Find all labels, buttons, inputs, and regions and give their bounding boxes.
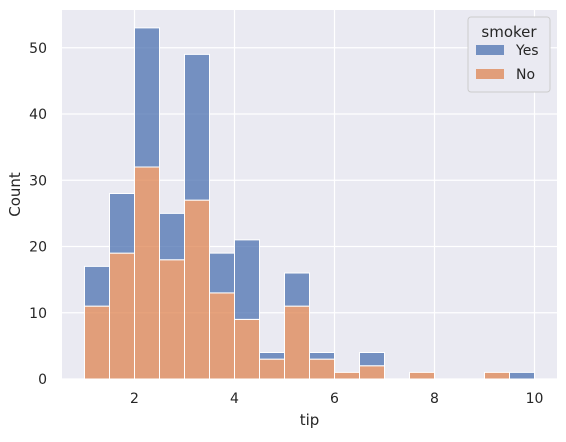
bar-no [159, 259, 185, 380]
bar-yes [134, 27, 160, 168]
bar-yes [509, 371, 535, 380]
bar-no [134, 166, 160, 380]
bar-yes [184, 53, 210, 201]
bar-yes [284, 272, 310, 307]
x-tick-label: 4 [230, 391, 239, 407]
legend-label-no: No [516, 67, 535, 83]
x-axis-label: tip [300, 411, 320, 429]
bar-no [334, 371, 360, 380]
bar-yes [309, 352, 335, 360]
y-axis-label: Count [6, 172, 24, 217]
bar-yes [159, 212, 185, 261]
bar-no [184, 199, 210, 380]
bar-no [309, 358, 335, 380]
bar-no [284, 305, 310, 380]
y-tick-label: 40 [29, 107, 47, 123]
y-tick-label: 10 [29, 306, 47, 322]
y-tick-label: 20 [29, 240, 47, 256]
x-tick-label: 6 [330, 391, 339, 407]
bar-no [259, 358, 285, 380]
bar-no [109, 252, 135, 380]
tick-labels: 2 4 6 8 10 0 10 20 30 40 50 [29, 41, 543, 407]
y-tick-label: 0 [38, 372, 47, 388]
legend-swatch-no [476, 69, 504, 79]
legend-title: smoker [481, 23, 537, 41]
bar-yes [234, 239, 260, 320]
x-tick-label: 10 [526, 391, 544, 407]
bar-yes [209, 252, 235, 294]
bar-no [484, 371, 510, 380]
bar-no [409, 371, 435, 380]
legend-label-yes: Yes [515, 43, 539, 59]
bar-no [84, 305, 110, 380]
bar-yes [84, 265, 110, 307]
bar-yes [259, 352, 285, 360]
y-tick-label: 30 [29, 173, 47, 189]
bar-yes [109, 193, 135, 254]
y-tick-label: 50 [29, 41, 47, 57]
bars [84, 27, 535, 380]
bar-no [209, 292, 235, 380]
legend-swatch-yes [476, 45, 504, 55]
legend: smoker Yes No [467, 16, 551, 93]
x-tick-label: 8 [430, 391, 439, 407]
bar-no [234, 318, 260, 380]
bar-yes [359, 352, 385, 367]
x-tick-label: 2 [130, 391, 139, 407]
bar-no [359, 365, 385, 380]
